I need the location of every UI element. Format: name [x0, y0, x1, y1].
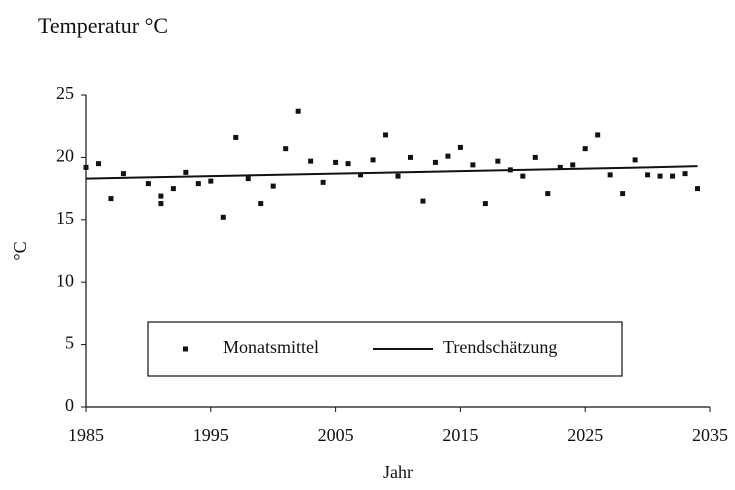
y-tick-label: 0 — [65, 395, 74, 415]
point — [158, 201, 164, 207]
point — [220, 214, 226, 220]
point — [295, 108, 301, 114]
x-tick-label: 2035 — [692, 425, 728, 445]
point — [432, 159, 438, 165]
point — [108, 196, 114, 202]
point — [245, 176, 251, 182]
point — [520, 173, 526, 179]
point — [83, 164, 89, 170]
point — [445, 153, 451, 159]
point — [695, 186, 701, 192]
x-tick-label: 1985 — [68, 425, 104, 445]
y-tick-label: 25 — [56, 83, 74, 103]
legend-symbol — [183, 346, 188, 352]
point — [233, 134, 239, 140]
point — [383, 132, 389, 138]
point — [333, 159, 339, 165]
point — [670, 173, 676, 179]
chart-title: Temperatur °C — [38, 13, 168, 38]
y-tick-label: 15 — [56, 208, 74, 228]
point — [645, 172, 651, 178]
point — [358, 172, 364, 178]
point — [95, 161, 101, 167]
point — [582, 146, 588, 152]
x-tick-label: 1995 — [193, 425, 229, 445]
x-tick-label: 2025 — [567, 425, 603, 445]
point — [170, 186, 176, 192]
point — [283, 146, 289, 152]
point — [395, 173, 401, 179]
point — [270, 183, 276, 189]
point — [632, 157, 638, 163]
y-tick-label: 20 — [56, 146, 74, 166]
point — [258, 201, 264, 207]
point — [657, 173, 663, 179]
point — [595, 132, 601, 138]
point — [370, 157, 376, 163]
point — [495, 158, 501, 164]
point — [607, 172, 613, 178]
point — [620, 191, 626, 197]
point — [682, 171, 688, 177]
point — [570, 162, 576, 168]
legend-label: Monatsmittel — [223, 337, 319, 357]
point — [532, 154, 538, 160]
point — [345, 161, 351, 167]
point — [208, 178, 214, 184]
point — [482, 201, 488, 207]
x-tick-label: 2005 — [318, 425, 354, 445]
point — [420, 198, 426, 204]
x-axis-label: Jahr — [383, 462, 413, 482]
point — [320, 179, 326, 185]
point — [470, 162, 476, 168]
legend-label: Trendschätzung — [443, 337, 557, 357]
point — [158, 193, 164, 199]
point — [545, 191, 551, 197]
point — [457, 144, 463, 150]
point — [183, 169, 189, 175]
y-tick-label: 5 — [65, 333, 74, 353]
point — [308, 158, 314, 164]
y-axis-label: °C — [10, 241, 30, 260]
y-tick-label: 10 — [56, 270, 74, 290]
x-tick-label: 2015 — [442, 425, 478, 445]
point — [120, 171, 126, 177]
point — [557, 164, 563, 170]
point — [195, 181, 201, 187]
point — [145, 181, 151, 187]
trend-line — [85, 165, 698, 180]
point — [407, 154, 413, 160]
